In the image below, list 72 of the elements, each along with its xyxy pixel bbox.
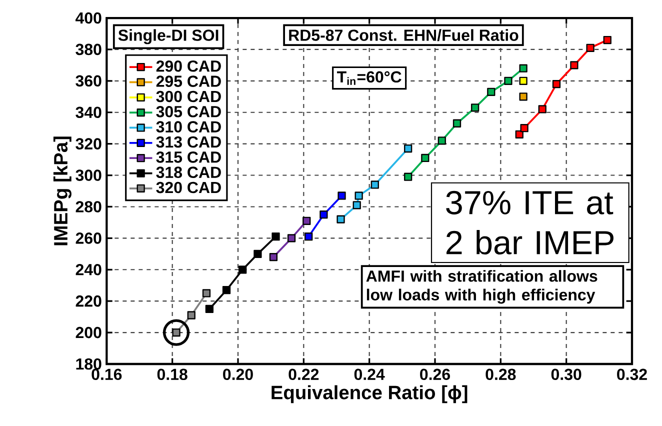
point [254,250,262,258]
y-tick-label: 220 [76,295,102,307]
legend-label: 310 CAD [156,121,221,133]
annotation: AMFI with stratification allows low loads with high efficiency [366,270,598,304]
y-tick-label: 240 [76,264,102,276]
point [504,76,512,85]
x-tick-label: 0.18 [157,368,188,380]
annotation: 37% ITE at 2 bar IMEP [446,190,614,254]
x-tick-label: 0.16 [92,368,122,380]
x-tick-label: 0.22 [288,368,319,380]
point [352,201,361,210]
point [187,311,196,320]
point [519,92,528,101]
x-tick-label: 0.30 [551,368,582,380]
y-tick-label: 320 [76,138,102,150]
legend-label: 290 CAD [156,60,221,72]
y-tick-label: 200 [76,326,102,338]
x-axis-title: Equivalence Ratio [ϕ] [272,385,468,404]
point [370,180,379,189]
point [272,232,280,241]
point [320,210,328,219]
x-tick-label: 0.24 [354,368,385,380]
legend-label: 313 CAD [156,136,221,148]
point [538,105,546,114]
y-tick-label: 340 [76,106,102,118]
point [421,154,430,162]
point [603,36,612,44]
y-tick-label: 260 [76,232,102,244]
y-axis-title: IMEPg [kPa] [53,136,72,246]
point [438,136,446,145]
legend-label: 320 CAD [156,182,221,194]
point [336,215,345,224]
x-tick-label: 0.32 [617,368,647,380]
point [586,44,594,52]
x-tick-label: 0.26 [420,368,450,380]
point [287,234,296,242]
point [487,88,496,96]
point [354,192,363,200]
point [570,61,578,70]
point [202,289,211,298]
point [222,286,231,294]
y-tick-label: 300 [76,170,102,181]
legend-label: 295 CAD [156,76,221,87]
point [520,124,528,132]
y-tick-label: 180 [76,358,102,370]
legend-label: 315 CAD [156,152,221,163]
point [205,304,214,314]
legend-title: Single-DI SOI [118,29,218,44]
y-tick-label: 400 [76,12,102,24]
point [269,252,278,262]
annotation: T$_{in}$=60°C [337,71,402,85]
point [470,104,480,112]
legend-label: 305 CAD [156,106,221,118]
point [302,216,311,225]
annotation: RD5-87 Const. EHN/Fuel Ratio [289,29,518,42]
point [519,76,528,85]
point [304,232,313,241]
legend-label: 300 CAD [156,90,221,102]
y-tick-label: 380 [76,44,102,56]
point [552,80,561,88]
x-tick-label: 0.20 [223,368,253,380]
point [338,192,346,200]
point [238,266,247,274]
y-tick-label: 360 [76,75,102,87]
legend-label: 318 CAD [156,166,221,178]
point [519,64,528,72]
y-tick-label: 280 [76,201,102,212]
point [515,130,524,138]
point [452,119,462,128]
point [404,144,412,153]
x-tick-label: 0.28 [486,368,516,380]
point [404,172,412,181]
